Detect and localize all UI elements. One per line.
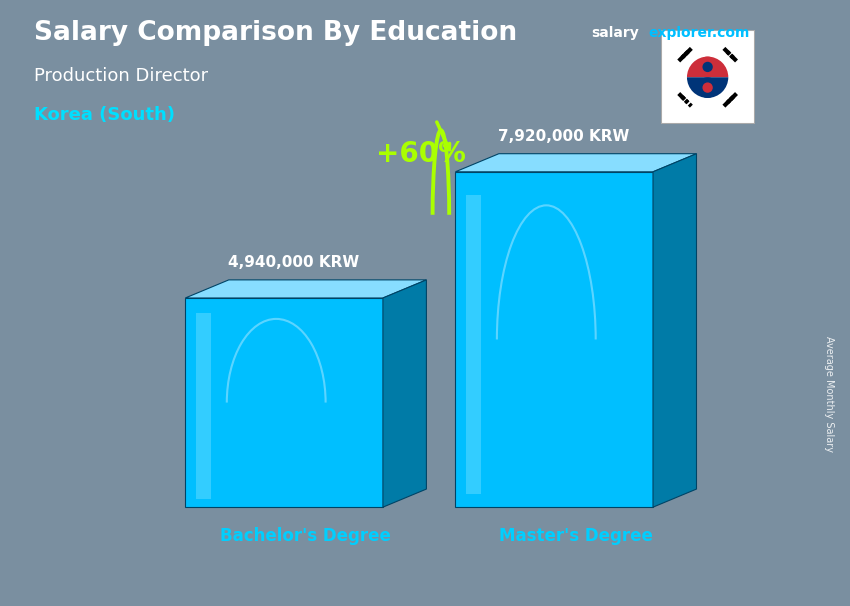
Text: salary: salary xyxy=(591,26,638,41)
Wedge shape xyxy=(687,56,728,77)
Text: Bachelor's Degree: Bachelor's Degree xyxy=(220,527,391,545)
Text: 4,940,000 KRW: 4,940,000 KRW xyxy=(229,255,360,270)
Text: Korea (South): Korea (South) xyxy=(34,106,175,124)
Polygon shape xyxy=(456,154,696,172)
Text: +60%: +60% xyxy=(377,140,466,168)
Circle shape xyxy=(702,62,713,72)
Polygon shape xyxy=(456,172,653,507)
Text: 7,920,000 KRW: 7,920,000 KRW xyxy=(498,128,630,144)
Text: Master's Degree: Master's Degree xyxy=(499,527,653,545)
Polygon shape xyxy=(466,195,481,494)
Text: Production Director: Production Director xyxy=(34,67,208,85)
Circle shape xyxy=(697,77,718,98)
Polygon shape xyxy=(185,298,382,507)
Text: Average Monthly Salary: Average Monthly Salary xyxy=(824,336,834,452)
Polygon shape xyxy=(185,280,427,298)
Text: Salary Comparison By Education: Salary Comparison By Education xyxy=(34,21,517,46)
Polygon shape xyxy=(382,280,427,507)
Polygon shape xyxy=(196,313,211,499)
Circle shape xyxy=(702,82,713,93)
Polygon shape xyxy=(653,154,696,507)
Text: explorer.com: explorer.com xyxy=(649,26,750,41)
Circle shape xyxy=(697,56,718,77)
Wedge shape xyxy=(687,77,728,98)
